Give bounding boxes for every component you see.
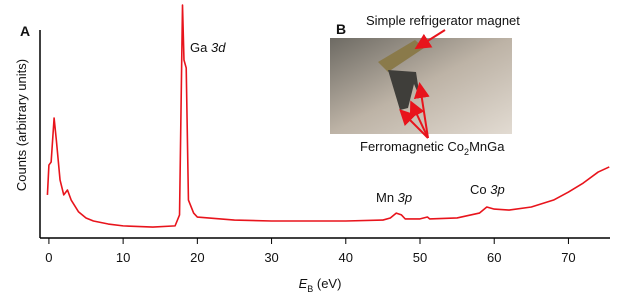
x-label-part: (eV) bbox=[313, 276, 341, 291]
inset-label-part: Ferromagnetic Co bbox=[360, 139, 464, 154]
annotation-part: Co bbox=[470, 182, 490, 197]
spectrum-line bbox=[46, 4, 610, 228]
annotation: Mn 3p bbox=[376, 190, 412, 205]
arrow bbox=[399, 109, 429, 139]
arrow bbox=[413, 82, 430, 139]
crystals bbox=[388, 70, 420, 110]
y-axis-label: Counts (arbitrary units) bbox=[14, 59, 29, 191]
inset: B Simple refrigerator magnet Ferromagnet… bbox=[330, 13, 520, 157]
annotation-part: 3p bbox=[398, 190, 412, 205]
x-tick-label: 30 bbox=[264, 250, 278, 265]
x-tick-label: 50 bbox=[413, 250, 427, 265]
panel-label: B bbox=[336, 21, 346, 37]
x-tick-label: 20 bbox=[190, 250, 204, 265]
x-tick-label: 10 bbox=[116, 250, 130, 265]
annotation-part: Mn bbox=[376, 190, 398, 205]
x-axis-label: EB (eV) bbox=[299, 276, 342, 294]
x-tick-label: 70 bbox=[561, 250, 575, 265]
annotation: Co 3p bbox=[470, 182, 505, 197]
panel-label: A bbox=[20, 23, 30, 39]
annotation-part: 3d bbox=[211, 40, 226, 55]
annotation: Ga 3d bbox=[190, 40, 226, 55]
inset-label: Simple refrigerator magnet bbox=[366, 13, 520, 28]
arrow bbox=[414, 29, 446, 50]
x-label-part: E bbox=[299, 276, 308, 291]
x-tick-label: 60 bbox=[487, 250, 501, 265]
x-tick-label: 40 bbox=[339, 250, 353, 265]
arrow bbox=[409, 100, 429, 139]
inset-label-part: MnGa bbox=[469, 139, 505, 154]
x-label-part: B bbox=[307, 284, 313, 294]
inset-label: Ferromagnetic Co2MnGa bbox=[360, 139, 505, 157]
x-tick-label: 0 bbox=[45, 250, 52, 265]
annotation-part: Ga bbox=[190, 40, 211, 55]
magnet bbox=[378, 40, 424, 72]
annotation-part: 3p bbox=[490, 182, 504, 197]
inset-label-part: 2 bbox=[464, 147, 469, 157]
